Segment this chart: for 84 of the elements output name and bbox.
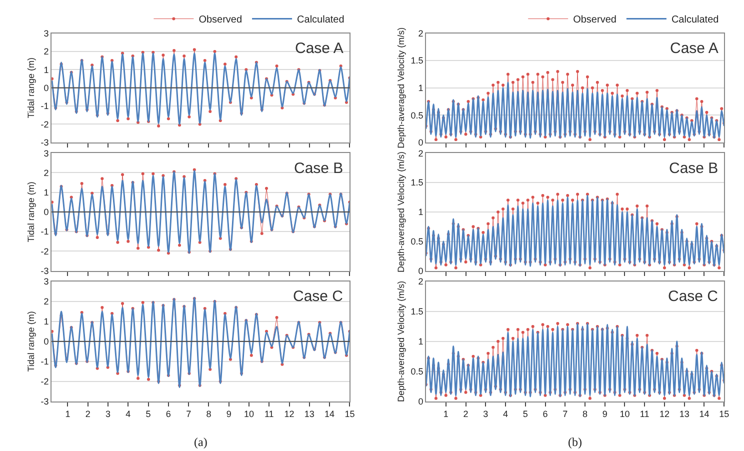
y-tick-label: 2 [418,276,424,287]
x-tick-label: 5 [522,409,528,420]
x-tick-label: 6 [166,409,171,420]
y-tick-label: -3 [40,138,49,148]
y-tick-label: 1 [44,187,49,198]
legend-label: Calculated [671,14,719,26]
x-tick-label: 2 [463,409,468,420]
y-tick-label: 0 [418,266,424,276]
y-tick-label: -1 [40,226,49,237]
text: (b) [568,435,582,449]
text: (a) [194,435,208,449]
x-tick-label: 4 [503,409,508,420]
x-tick-label: 14 [324,409,335,420]
y-axis-title: Tidal range (m) [26,182,36,242]
legend-label: Calculated [297,14,344,26]
x-tick-label: 1 [443,409,448,420]
x-tick-label: 12 [284,409,294,420]
y-tick-label: 1.5 [410,56,424,66]
x-tick-label: 8 [582,409,588,420]
y-tick-label: -3 [40,396,49,406]
y-tick-label: -2 [40,246,49,256]
text: Case B [669,160,718,177]
y-tick-label: -1 [40,101,49,112]
y-tick-label: 3 [44,28,49,38]
x-tick-label: 14 [699,409,710,420]
y-tick-label: 0 [418,396,424,406]
x-tick-label: 10 [244,409,254,420]
x-tick-label: 12 [659,409,670,420]
text: Case A [670,40,718,57]
y-tick-label: 0 [44,336,49,347]
text: Case B [294,160,344,177]
y-tick-label: 0 [44,82,49,93]
x-tick-label: 2 [85,409,90,420]
x-tick-label: 11 [640,409,650,420]
y-tick-label: 2 [44,46,49,57]
text: Case C [293,288,344,305]
x-tick-label: 13 [304,409,314,420]
y-tick-label: -1 [40,356,49,367]
x-tick-label: 3 [483,409,488,420]
legend-label: Observed [198,14,242,26]
y-tick-label: 2 [418,148,424,158]
x-tick-label: 1 [65,409,70,420]
y-tick-label: 3 [44,148,49,158]
x-tick-label: 3 [106,409,111,420]
y-tick-label: 1 [418,82,424,93]
x-tick-label: 7 [186,409,192,420]
y-axis-title: Depth-averaged Velocity (m/s) [396,280,406,402]
y-tick-label: 1 [44,64,49,75]
y-tick-label: -3 [40,266,49,276]
y-axis-title: Tidal range (m) [26,57,36,118]
x-tick-label: 15 [344,409,355,420]
x-tick-label: 5 [146,409,151,420]
y-tick-label: 1 [418,207,424,218]
y-axis-title: Tidal range (m) [26,311,36,372]
y-tick-label: 2 [44,296,49,307]
y-tick-label: 0.5 [410,236,424,247]
legend-label: Observed [573,14,616,26]
text: Case A [295,40,344,57]
x-tick-label: 8 [206,409,212,420]
y-tick-label: 2 [44,168,49,178]
y-tick-label: 1.5 [410,306,424,317]
x-tick-label: 15 [719,409,730,420]
x-tick-label: 10 [620,409,630,420]
x-tick-label: 13 [679,409,690,420]
y-tick-label: 0.5 [410,110,424,120]
y-tick-label: 0.5 [410,366,424,377]
x-tick-label: 11 [264,409,274,420]
x-tick-label: 7 [562,409,568,420]
y-tick-label: 3 [44,276,49,287]
x-tick-label: 6 [542,409,548,420]
y-tick-label: 1 [44,316,49,327]
y-tick-label: 1 [418,336,424,347]
y-tick-label: -2 [40,119,49,130]
x-tick-label: 9 [602,409,608,420]
y-tick-label: 0 [44,207,49,218]
y-tick-label: 1.5 [410,178,424,188]
text: Case C [668,288,718,305]
y-tick-label: 2 [418,28,424,38]
x-tick-label: 9 [226,409,232,420]
y-axis-title: Depth-averaged Velocity (m/s) [396,151,406,272]
x-tick-label: 4 [126,409,131,420]
y-tick-label: 0 [418,138,424,148]
y-tick-label: -2 [40,376,49,387]
y-axis-title: Depth-averaged Velocity (m/s) [396,27,406,148]
